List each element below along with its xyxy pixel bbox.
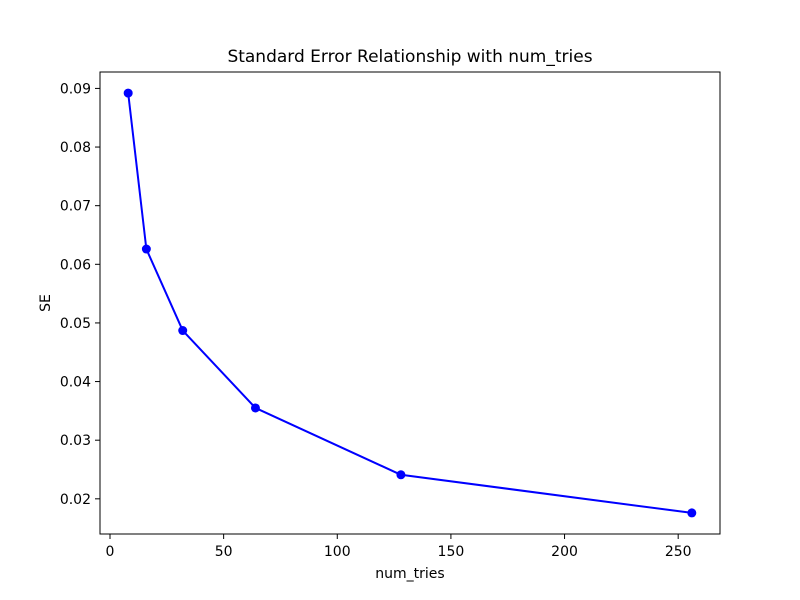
data-point (123, 88, 133, 98)
x-tick-label: 0 (106, 544, 115, 560)
data-point (396, 470, 406, 480)
y-tick-label: 0.05 (60, 316, 91, 332)
x-tick-label: 150 (438, 544, 465, 560)
chart-title: Standard Error Relationship with num_tri… (227, 47, 592, 67)
x-tick-label: 100 (324, 544, 351, 560)
series-line (127, 92, 692, 514)
x-tick-label: 200 (551, 544, 578, 560)
data-point (687, 508, 697, 518)
y-tick-label: 0.02 (60, 492, 91, 508)
y-axis-label: SE (38, 294, 54, 312)
data-point (250, 403, 260, 413)
y-tick-label: 0.03 (60, 433, 91, 449)
y-tick-label: 0.07 (60, 199, 91, 215)
y-tick-label: 0.08 (60, 140, 91, 156)
plot-area (100, 72, 720, 534)
data-series (123, 88, 697, 518)
data-point (178, 326, 188, 336)
y-tick-label: 0.06 (60, 257, 91, 273)
data-point (141, 244, 151, 254)
y-tick-label: 0.09 (60, 81, 91, 97)
y-tick-label: 0.04 (60, 375, 91, 391)
x-axis-label: num_tries (375, 566, 444, 582)
x-tick-label: 250 (665, 544, 692, 560)
x-tick-label: 50 (215, 544, 233, 560)
axes-frame (99, 71, 721, 535)
axis-ticks: 0 50 100 150 200 250 0.02 0.03 0.04 0.05 0.06 0.07 0… (60, 81, 692, 560)
